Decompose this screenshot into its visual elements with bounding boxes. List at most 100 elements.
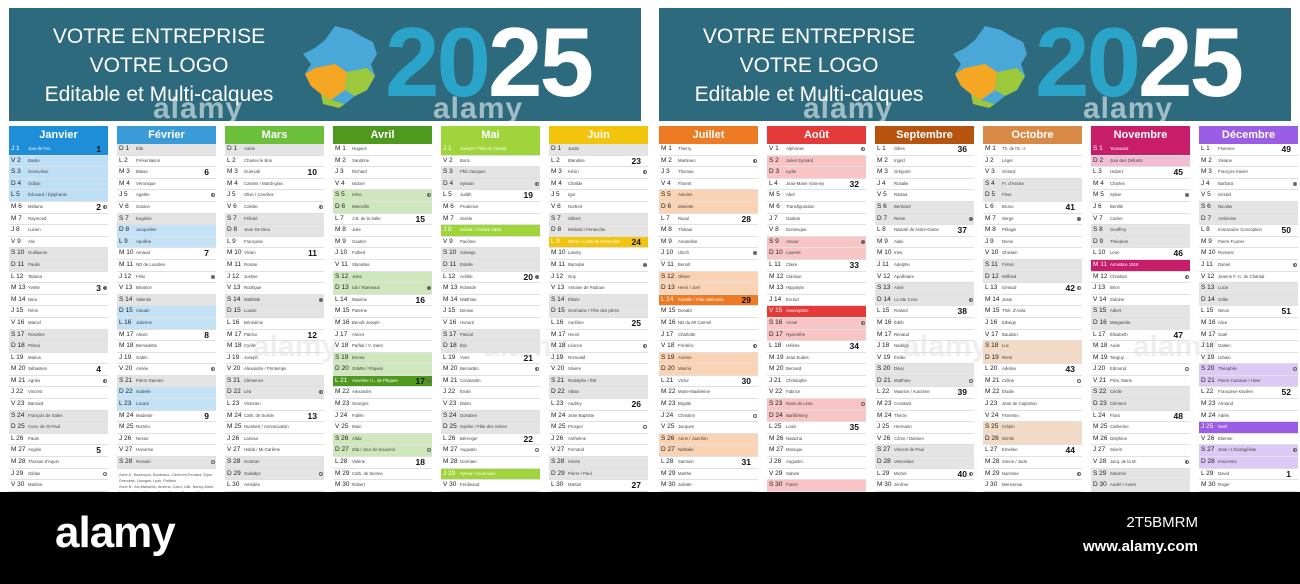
- saint-name: Roger: [1218, 482, 1230, 488]
- day-letter: S 6: [877, 202, 887, 210]
- saint-name: Irénée: [568, 459, 581, 465]
- saint-name: Vincent de Paul: [894, 447, 925, 453]
- day-row: D 7 Ambroise: [1199, 213, 1298, 226]
- day-row: M 13 Rolande: [441, 283, 540, 295]
- saint-name: Christian: [1110, 273, 1127, 279]
- saint-name: Bertille: [1110, 203, 1124, 209]
- day-row: M 17 Renaud: [875, 330, 974, 342]
- saint-name: Élisée: [568, 296, 580, 302]
- day-letter: L 14: [661, 295, 674, 303]
- day-letter: M 5: [1093, 191, 1104, 199]
- saint-name: Gilbert: [568, 215, 581, 221]
- moon-phase-icon: [427, 378, 431, 383]
- day-row: V 20 Alexandre / Printemps: [225, 364, 324, 376]
- day-letter: S 27: [877, 446, 891, 454]
- saint-name: Olive / Cendres: [244, 192, 274, 198]
- day-row: J 19 Romuald: [549, 353, 648, 365]
- day-row: M 20 Sébastien 4: [9, 364, 108, 376]
- day-letter: D 1: [119, 145, 130, 152]
- saint-name: Arnaud: [136, 250, 150, 256]
- day-row: S 2 Julien Eymard: [767, 155, 866, 168]
- saint-name: Pélagie: [1002, 227, 1017, 233]
- day-letter: S 11: [985, 260, 998, 268]
- calendar-panel-left: VOTRE ENTREPRISE VOTRE LOGO Editable et …: [3, 0, 648, 492]
- saint-name: Thér. d'Avila: [1002, 308, 1026, 314]
- day-letter: M 3: [119, 168, 130, 176]
- day-letter: J 22: [11, 388, 24, 396]
- day-letter: D 1: [227, 145, 238, 152]
- day-row: V 5 Gérald: [1199, 190, 1298, 202]
- day-letter: V 1: [769, 145, 779, 152]
- day-letter: V 4: [335, 179, 345, 187]
- week-number: 51: [1281, 306, 1291, 317]
- day-row: D 26 Dimitri: [983, 433, 1082, 446]
- day-letter: S 26: [661, 434, 675, 442]
- saint-name: Apollinaire: [894, 273, 915, 279]
- day-row: M 6 Transfiguration: [767, 202, 866, 214]
- moon-phase-icon: [211, 367, 215, 372]
- day-row: J 18 Nadège: [875, 341, 974, 353]
- day-row: D 15 Germaine / Fête des pères: [549, 306, 648, 318]
- saint-name: Pierre / Paul: [568, 470, 592, 476]
- saint-name: Marthe: [678, 470, 692, 476]
- saint-name: ND du Mt Carmel: [678, 319, 712, 325]
- moon-phase-icon: [1077, 216, 1081, 221]
- day-row: S 23 Rose de Lima: [767, 399, 866, 411]
- day-letter: L 3: [1093, 168, 1102, 176]
- day-row: S 12 Olivier: [659, 271, 758, 284]
- day-letter: M 16: [877, 318, 892, 326]
- day-letter: D 22: [227, 388, 241, 396]
- day-row: M 2 Viviane: [1199, 156, 1298, 168]
- day-letter: L 19: [443, 353, 456, 361]
- saint-name: Ida / Rameaux: [352, 285, 380, 291]
- day-letter: L 1: [1201, 145, 1210, 152]
- day-row: M 9 Alain: [875, 237, 974, 249]
- watermark: alamy: [1133, 330, 1219, 363]
- day-row: J 24 Fidèle: [333, 411, 432, 423]
- day-letter: D 20: [335, 365, 349, 373]
- day-row: M 12 Christian: [1091, 272, 1190, 284]
- day-row: M 10 Romaric: [1199, 248, 1298, 260]
- saint-name: Grégoire: [894, 169, 911, 175]
- day-row: J 6 Bertille: [1091, 202, 1190, 214]
- day-row: V 10 Ghislain: [983, 248, 1082, 260]
- day-letter: J 15: [11, 307, 24, 315]
- saint-name: Rodolphe / Été: [568, 377, 597, 383]
- day-letter: V 19: [877, 353, 891, 361]
- saint-name: Abel: [786, 192, 795, 198]
- saint-name: Hyacinthe: [786, 331, 806, 337]
- day-letter: M 12: [1093, 272, 1108, 280]
- day-row: D 3 Lydie: [767, 167, 866, 179]
- day-row: J 4 Rosalie: [875, 179, 974, 191]
- day-letter: D 15: [119, 307, 133, 315]
- saint-name: Thomas: [678, 169, 694, 175]
- saint-name: Adèle: [1218, 412, 1229, 418]
- day-row: L 28 Samson 31: [659, 457, 758, 469]
- saint-name: Achille: [460, 273, 473, 279]
- day-row: J 14 Évrard: [767, 295, 866, 307]
- day-row: J 22 Vincent: [9, 387, 108, 400]
- moon-phase-icon: [1293, 262, 1297, 267]
- day-row: M 17 Hervé: [549, 330, 648, 342]
- saint-name: Charles le Bon: [244, 157, 273, 163]
- day-row: V 2 Basile: [9, 155, 108, 168]
- day-letter: J 9: [985, 237, 994, 245]
- day-row: J 11 Adelphe: [875, 260, 974, 272]
- week-number: 17: [415, 375, 425, 386]
- saint-name: Crépin: [1002, 424, 1015, 430]
- day-letter: M 29: [661, 469, 676, 477]
- week-number: 38: [957, 306, 967, 317]
- day-row: M 30 Roger: [1199, 480, 1298, 492]
- saint-name: Rémi: [28, 308, 39, 314]
- day-letter: S 12: [661, 272, 675, 280]
- day-letter: D 28: [1201, 458, 1215, 466]
- day-row: J 9 Denis: [983, 237, 1082, 249]
- week-number: 48: [1173, 410, 1183, 421]
- day-letter: D 25: [443, 423, 457, 431]
- day-row: S 11 Firmin: [983, 259, 1082, 272]
- day-row: S 19 Arsène: [659, 352, 758, 365]
- day-letter: M 10: [119, 249, 134, 257]
- saint-name: Sabine: [786, 470, 800, 476]
- moon-phase-icon: [1293, 367, 1297, 372]
- saint-name: Ninon: [1218, 308, 1230, 314]
